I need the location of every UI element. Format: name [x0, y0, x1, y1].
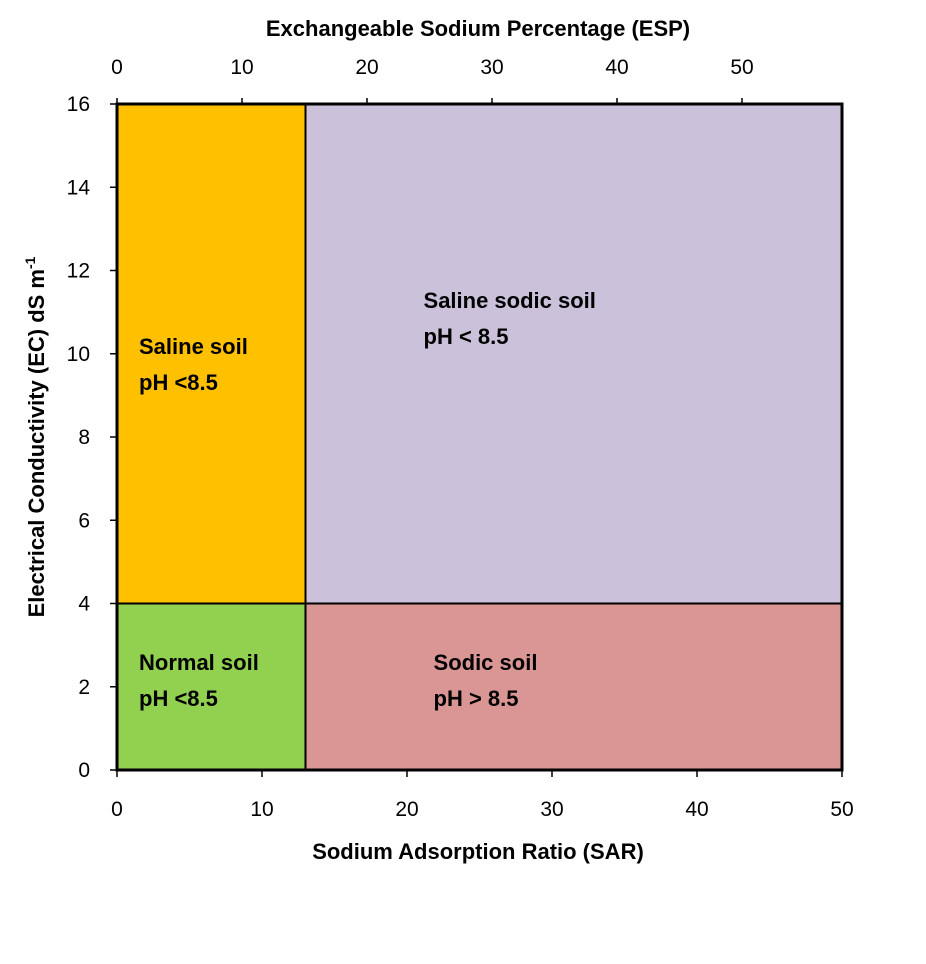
region-label-normal-soil: Normal soil [139, 650, 259, 675]
region-saline-sodic-soil [304, 103, 843, 605]
y-tick-label: 8 [78, 426, 90, 449]
x-tick-label: 20 [395, 798, 418, 821]
y-tick-label: 14 [67, 176, 91, 199]
top-axis-title: Exchangeable Sodium Percentage (ESP) [266, 16, 690, 41]
region-label-saline-soil: Saline soil [139, 334, 248, 359]
region-label-saline-sodic-soil: Saline sodic soil [424, 288, 596, 313]
top-tick-label: 10 [230, 56, 253, 79]
top-tick-label: 50 [730, 56, 753, 79]
x-tick-label: 50 [830, 798, 853, 821]
x-axis-title: Sodium Adsorption Ratio (SAR) [312, 839, 644, 864]
region-ph-sodic-soil: pH > 8.5 [434, 686, 519, 711]
y-tick-label: 12 [67, 260, 90, 283]
y-tick-label: 16 [67, 93, 90, 116]
ticks-layer: 0 10 20 30 40 50 0 2 4 6 8 10 12 14 16 0 10 20 30 40 50 [67, 56, 854, 821]
region-ph-saline-soil: pH <8.5 [139, 370, 218, 395]
y-axis-title: Electrical Conductivity (EC) dS m-1 [22, 256, 49, 617]
region-ph-saline-sodic-soil: pH < 8.5 [424, 324, 509, 349]
region-labels-layer: Saline soil pH <8.5 Saline sodic soil pH < … [139, 288, 596, 711]
region-normal-soil [116, 602, 307, 771]
x-tick-label: 10 [250, 798, 273, 821]
y-tick-label: 6 [78, 509, 90, 532]
region-sodic-soil [304, 602, 843, 771]
top-tick-label: 40 [605, 56, 628, 79]
region-ph-normal-soil: pH <8.5 [139, 686, 218, 711]
region-saline-soil [116, 103, 307, 605]
y-tick-label: 4 [78, 593, 90, 616]
regions-layer [116, 103, 843, 771]
y-tick-label: 10 [67, 343, 90, 366]
x-tick-label: 30 [540, 798, 563, 821]
top-tick-label: 30 [480, 56, 503, 79]
y-axis-title-superscript: -1 [22, 256, 38, 269]
y-axis-title-group: Electrical Conductivity (EC) dS m-1 [22, 256, 49, 617]
top-tick-label: 0 [111, 56, 123, 79]
region-label-sodic-soil: Sodic soil [434, 650, 538, 675]
x-tick-label: 0 [111, 798, 123, 821]
y-tick-label: 0 [78, 759, 90, 782]
x-tick-label: 40 [685, 798, 708, 821]
y-axis-title-main: Electrical Conductivity (EC) dS m [24, 269, 49, 617]
y-tick-label: 2 [78, 676, 90, 699]
top-tick-label: 20 [355, 56, 378, 79]
